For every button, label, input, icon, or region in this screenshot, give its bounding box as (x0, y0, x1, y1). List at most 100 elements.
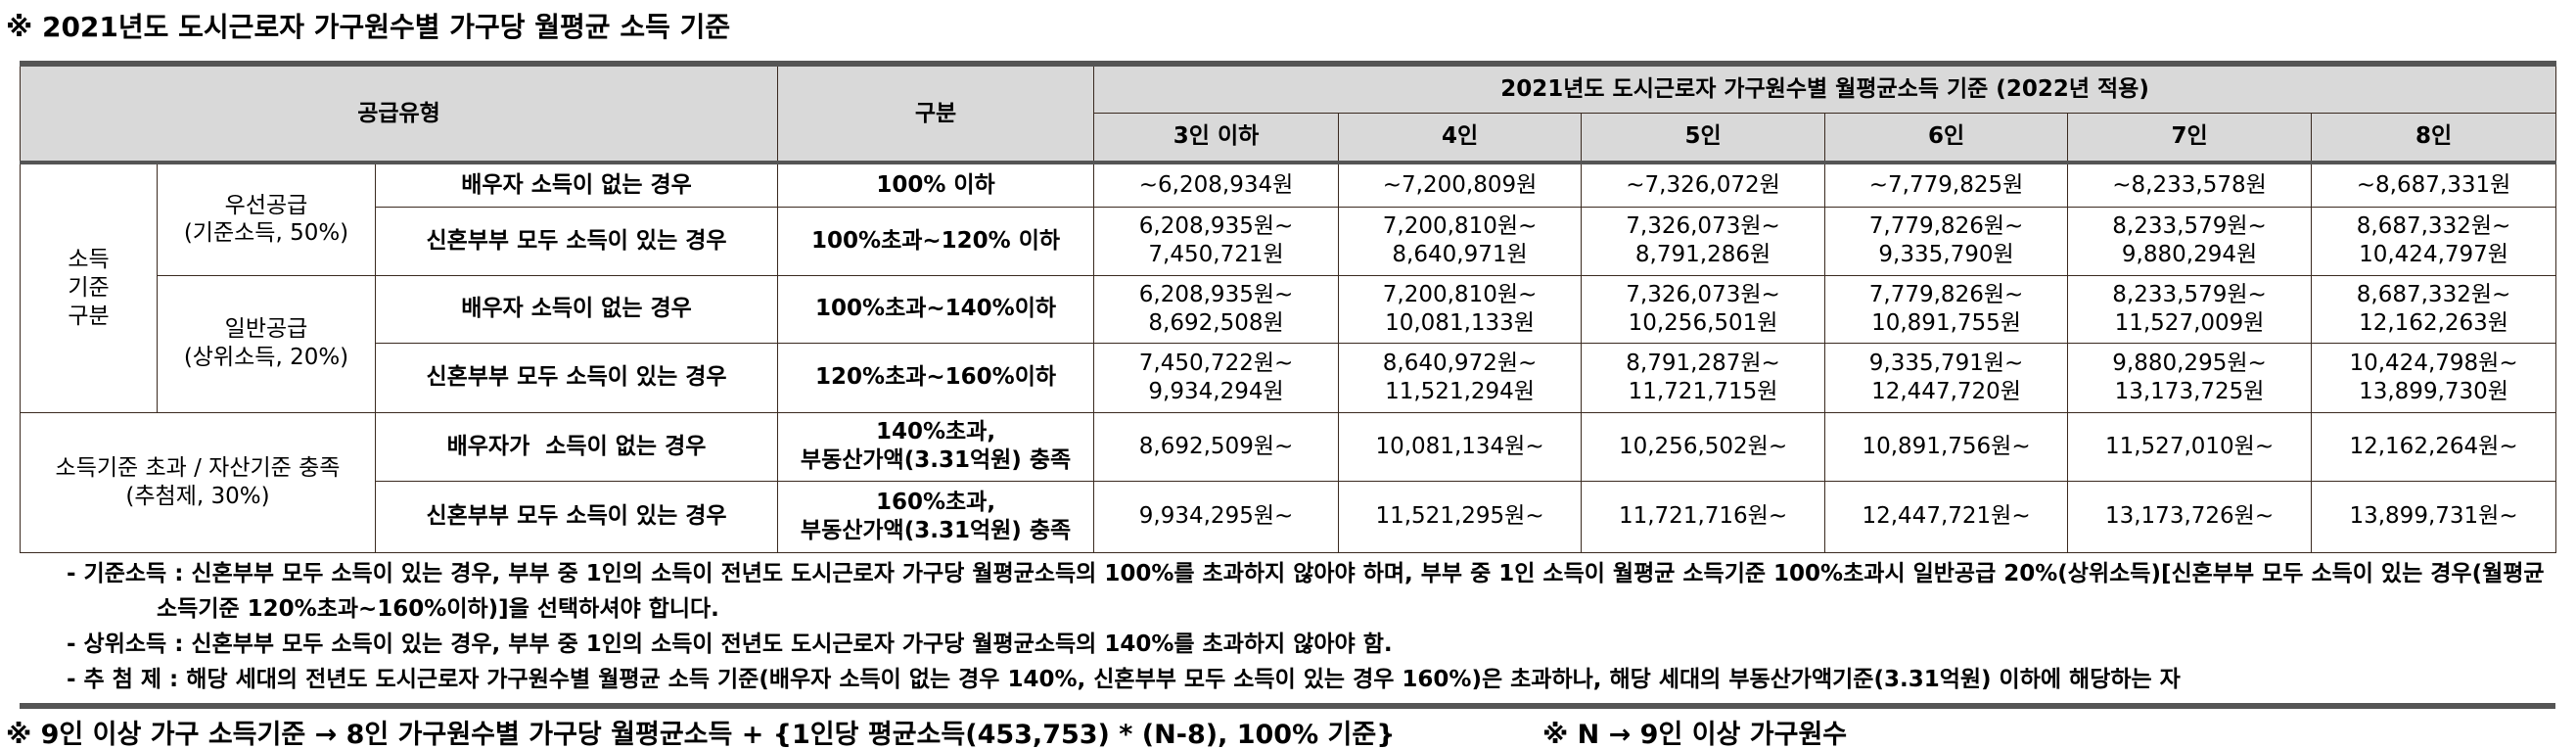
value-cell: 8,687,332원~ 12,162,263원 (2311, 274, 2557, 344)
group-sub: (추첨제, 30%) (125, 483, 270, 509)
cell-line: 9,335,791원~ (1868, 350, 2024, 376)
condition-cell: 신혼부부 모두 소득이 있는 경우 (374, 342, 779, 413)
data-row: 신혼부부 모두 소득이 있는 경우 120%초과~160%이하 7,450,722원… (21, 342, 2557, 413)
value-cell: 8,233,579원~ 11,527,009원 (2067, 274, 2313, 344)
value-cell: 8,640,972원~ 11,521,294원 (1338, 342, 1583, 413)
cell-line: 13,899,730원 (2359, 378, 2508, 404)
header-cell: 공급유형 (19, 63, 779, 164)
value-cell: 11,721,716원~ (1581, 480, 1826, 553)
header-cell: 3인 이하 (1093, 112, 1340, 164)
value-cell: 10,256,502원~ (1581, 411, 1826, 482)
value-cell: 7,200,810원~ 8,640,971원 (1338, 206, 1583, 276)
cell-line: 8,687,332원~ (2356, 213, 2511, 240)
cell-line: 10,424,797원 (2359, 242, 2508, 267)
cell-line: 10,891,755원 (1871, 309, 2021, 336)
cell-line: 7,779,826원~ (1868, 213, 2024, 240)
value-cell: 13,173,726원~ (2067, 480, 2313, 553)
header-cell: 6인 (1824, 112, 2069, 164)
value-cell: ~7,326,072원 (1581, 161, 1826, 208)
note-label: - 기준소득 : (67, 561, 184, 586)
cell-line: 9,880,294원 (2121, 242, 2258, 267)
divider (20, 703, 2555, 709)
cell-line: 10,424,798원~ (2349, 350, 2518, 376)
cell-line: ~7,326,072원 (1626, 171, 1780, 198)
cell-line: 11,721,716원~ (1618, 503, 1788, 530)
cell-line: 8,640,971원 (1392, 242, 1528, 267)
condition-cell: 신혼부부 모두 소득이 있는 경우 (374, 206, 779, 276)
cell-line: 소득 (68, 247, 110, 273)
cell-line: 기준 (68, 274, 110, 301)
value-cell: ~6,208,934원 (1093, 161, 1340, 208)
note: - 상위소득 : 신혼부부 모두 소득이 있는 경우, 부부 중 1인의 소득이… (20, 627, 2555, 662)
cell-line: 12,447,720원 (1871, 378, 2021, 404)
condition-cell: 배우자 소득이 없는 경우 (374, 274, 779, 344)
cell-line: 13,173,725원 (2114, 378, 2265, 404)
cell-line: 12,162,264원~ (2349, 433, 2518, 459)
value-cell: 8,687,332원~ 10,424,797원 (2311, 206, 2557, 276)
cell-line: 8,692,508원 (1148, 309, 1284, 336)
value-cell: 8,791,287원~ 11,721,715원 (1581, 342, 1826, 413)
condition-cell: 신혼부부 모두 소득이 있는 경우 (374, 480, 779, 553)
group-name: 소득기준 초과 / 자산기준 충족 (55, 454, 341, 481)
note-text: 신혼부부 모두 소득이 있는 경우, 부부 중 1인의 소득이 전년도 도시근로… (157, 561, 2545, 622)
criterion-cell: 140%초과, 부동산가액(3.31억원) 충족 (777, 411, 1095, 482)
condition-cell: 배우자 소득이 없는 경우 (374, 161, 779, 208)
data-row: 소득 기준 구분 우선공급 (기준소득, 50%) 배우자 소득이 없는 경우 100% 이… (20, 161, 2557, 413)
cell-line: ~8,233,578원 (2112, 171, 2267, 198)
data-row: 신혼부부 모두 소득이 있는 경우 100%초과~120% 이하 6,208,935… (21, 206, 2557, 276)
value-cell: 13,899,731원~ (2311, 480, 2557, 553)
value-cell: 8,692,509원~ (1093, 411, 1340, 482)
cell-line: 부동산가액(3.31억원) 충족 (800, 447, 1072, 473)
cell-line: 6,208,935원~ (1138, 213, 1294, 240)
value-cell: 10,424,798원~ 13,899,730원 (2311, 342, 2557, 413)
cell-line: 11,521,294원 (1385, 378, 1535, 404)
group-cell: 일반공급 (상위소득, 20%) (157, 274, 376, 413)
value-cell: 7,326,073원~ 10,256,501원 (1581, 274, 1826, 344)
cell-line: 9,335,790원 (1878, 242, 2014, 267)
cell-line: 100%초과~140%이하 (815, 296, 1057, 322)
value-cell: 7,326,073원~ 8,791,286원 (1581, 206, 1826, 276)
cell-line: 8,640,972원~ (1382, 350, 1538, 376)
value-cell: ~8,233,578원 (2067, 161, 2313, 208)
cell-line: 10,081,133원 (1385, 309, 1535, 336)
cell-line: 7,779,826원~ (1868, 281, 2024, 307)
value-cell: 9,335,791원~ 12,447,720원 (1824, 342, 2069, 413)
cell-line: 11,527,010원~ (2104, 433, 2275, 459)
group-name: 우선공급 (224, 192, 308, 218)
header-cell: 7인 (2067, 112, 2313, 164)
header-row: 3인 이하 4인 5인 6인 7인 8인 (21, 112, 2557, 164)
cell-line: 부동산가액(3.31억원) 충족 (800, 517, 1072, 543)
cell-line: 10,256,502원~ (1618, 433, 1788, 459)
cell-line: 140%초과, (875, 419, 996, 445)
cell-line: 8,687,332원~ (2356, 281, 2511, 307)
header-cell: 2021년도 도시근로자 가구원수별 월평균소득 기준 (2022년 적용) (1093, 63, 2557, 114)
cell-line: 12,447,721원~ (1862, 503, 2031, 530)
header-cell: 4인 (1338, 112, 1583, 164)
cell-line: 구분 (68, 303, 110, 329)
criterion-cell: 100% 이하 (777, 161, 1095, 208)
value-cell: 7,450,722원~ 9,934,294원 (1093, 342, 1340, 413)
value-cell: 12,162,264원~ (2311, 411, 2557, 482)
criterion-cell: 100%초과~140%이하 (777, 274, 1095, 344)
cell-line: 7,326,073원~ (1626, 281, 1780, 307)
criterion-cell: 160%초과, 부동산가액(3.31억원) 충족 (777, 480, 1095, 553)
cell-line: 8,791,286원 (1634, 242, 1771, 267)
footer: ※ 9인 이상 가구 소득기준 → 8인 가구원수별 가구당 월평균소득 + {… (6, 713, 2570, 749)
value-cell: 10,081,134원~ (1338, 411, 1583, 482)
value-cell: 7,779,826원~ 9,335,790원 (1824, 206, 2069, 276)
footer-right: ※ N → 9인 이상 가구원수 (1542, 720, 1848, 749)
cell-line: 8,233,579원~ (2112, 213, 2267, 240)
cell-line: 7,200,810원~ (1382, 281, 1538, 307)
cell-line: 13,173,726원~ (2104, 503, 2275, 530)
value-cell: 6,208,935원~ 7,450,721원 (1093, 206, 1340, 276)
value-cell: ~7,779,825원 (1824, 161, 2069, 208)
value-cell: 11,521,295원~ (1338, 480, 1583, 553)
criterion-cell: 120%초과~160%이하 (777, 342, 1095, 413)
cell-line: 10,891,756원~ (1862, 433, 2031, 459)
cell-line: 7,200,810원~ (1382, 213, 1538, 240)
criterion-cell: 100%초과~120% 이하 (777, 206, 1095, 276)
cell-line: 10,256,501원 (1628, 309, 1778, 336)
note-text: 해당 세대의 전년도 도시근로자 가구원수별 월평균 소득 기준(배우자 소득이… (186, 667, 2181, 692)
cell-line: 8,233,579원~ (2112, 281, 2267, 307)
